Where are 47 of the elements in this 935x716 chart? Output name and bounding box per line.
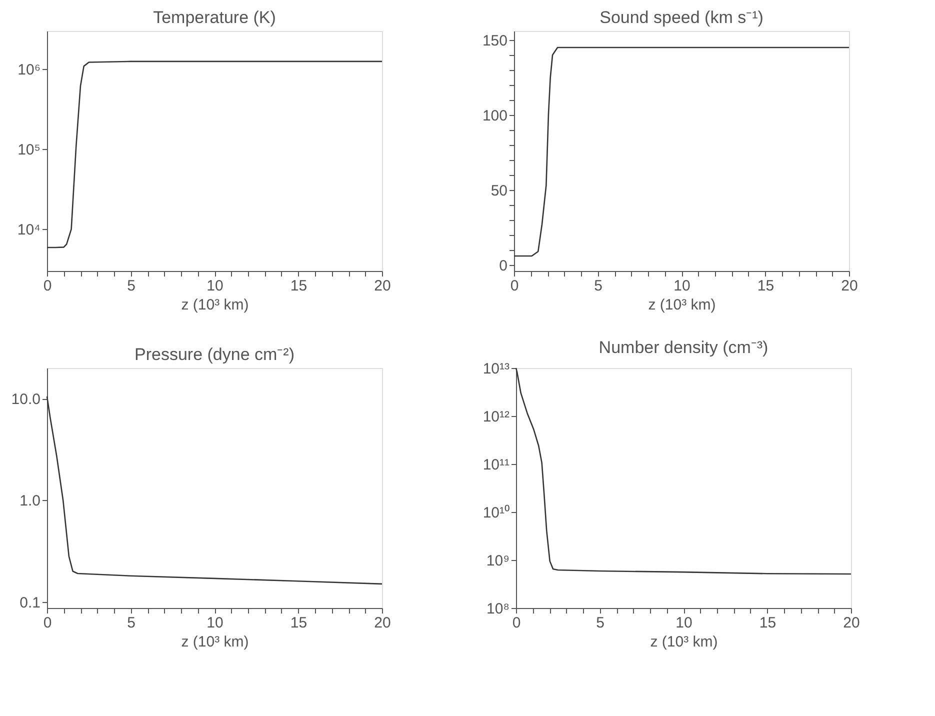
chart-title: Number density (cm⁻³) bbox=[598, 338, 768, 357]
y-tick-label: 0.1 bbox=[20, 594, 40, 612]
x-axis-title: z (10³ km) bbox=[181, 296, 249, 314]
y-tick-label: 10¹¹ bbox=[482, 456, 510, 474]
x-tick-label: 10 bbox=[206, 278, 224, 294]
line-series bbox=[515, 367, 852, 575]
x-tick-label: 15 bbox=[757, 278, 774, 294]
x-tick-label: 20 bbox=[374, 278, 391, 294]
x-tick-label: 20 bbox=[374, 614, 391, 632]
chart-title: Temperature (K) bbox=[153, 8, 276, 27]
chart-title: Pressure (dyne cm⁻²) bbox=[134, 345, 294, 364]
x-tick-label: 10 bbox=[676, 614, 692, 632]
x-tick-label: 0 bbox=[43, 614, 52, 632]
x-axis-title: z (10³ km) bbox=[648, 296, 716, 314]
y-tick-label: 0 bbox=[499, 258, 508, 274]
x-axis-title: z (10³ km) bbox=[650, 634, 718, 650]
x-axis-title: z (10³ km) bbox=[181, 634, 249, 650]
x-tick-label: 0 bbox=[512, 614, 521, 632]
x-tick-label: 5 bbox=[594, 278, 602, 294]
x-tick-label: 10 bbox=[674, 278, 690, 294]
x-tick-label: 15 bbox=[759, 614, 776, 632]
x-tick-label: 20 bbox=[841, 278, 858, 294]
y-tick-label: 10¹³ bbox=[482, 360, 510, 378]
y-tick-label: 10¹⁰ bbox=[482, 504, 510, 522]
y-tick-label: 1.0 bbox=[20, 492, 40, 510]
chart-title: Sound speed (km s⁻¹) bbox=[600, 8, 764, 27]
y-tick-label: 150 bbox=[482, 32, 508, 50]
line-series bbox=[46, 396, 383, 585]
x-tick-label: 15 bbox=[290, 278, 308, 294]
y-tick-label: 50 bbox=[490, 182, 508, 200]
x-tick-label: 10 bbox=[206, 614, 224, 632]
y-tick-label: 10⁴ bbox=[17, 222, 40, 239]
x-tick-label: 15 bbox=[290, 614, 308, 632]
x-tick-label: 5 bbox=[596, 614, 604, 632]
y-tick-label: 10⁹ bbox=[486, 552, 510, 570]
y-tick-label: 10.0 bbox=[11, 391, 40, 408]
y-tick-label: 10¹² bbox=[482, 408, 510, 426]
line-series bbox=[513, 46, 850, 257]
x-tick-label: 5 bbox=[127, 614, 136, 632]
y-tick-label: 10⁵ bbox=[18, 142, 40, 159]
y-tick-label: 10⁸ bbox=[486, 600, 510, 618]
y-tick-label: 10⁶ bbox=[18, 62, 40, 79]
x-tick-label: 5 bbox=[127, 278, 136, 294]
line-series bbox=[46, 60, 383, 248]
x-tick-label: 0 bbox=[43, 278, 52, 294]
x-tick-label: 20 bbox=[843, 614, 860, 632]
y-tick-label: 100 bbox=[482, 108, 508, 124]
